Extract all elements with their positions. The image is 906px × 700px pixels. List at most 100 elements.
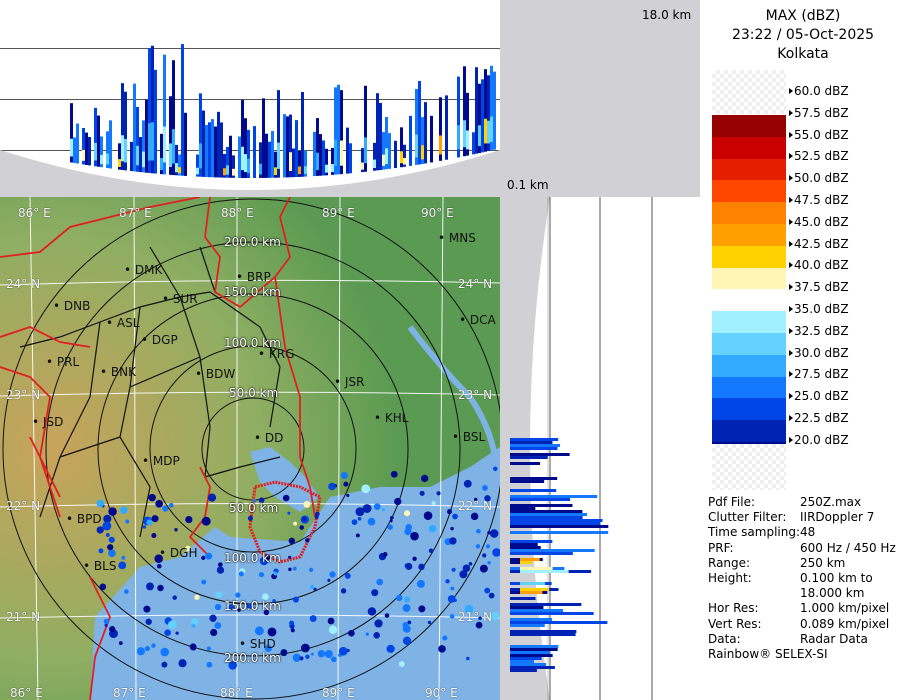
echo-cell — [384, 613, 390, 618]
legend-tick — [789, 306, 793, 312]
city-label: • KRG — [258, 347, 295, 361]
echo-cell — [292, 596, 299, 603]
echo-column — [346, 127, 349, 174]
echo-cell — [357, 516, 362, 521]
echo-column — [121, 83, 124, 171]
legend-swatch — [712, 158, 786, 181]
echo-cell — [154, 554, 163, 563]
echo-row — [510, 456, 548, 459]
echo-column — [109, 120, 112, 169]
city-label: • KHL — [374, 411, 409, 425]
river — [407, 325, 498, 458]
city-label: • BPD — [66, 512, 102, 526]
echo-column — [262, 98, 265, 178]
echo-column — [409, 115, 412, 166]
info-key: Time sampling: — [708, 525, 801, 540]
echo-core — [169, 143, 172, 167]
legend-label: 20.0 dBZ — [794, 432, 849, 447]
echo-cell — [103, 514, 112, 523]
city-label: • BNK — [100, 365, 136, 379]
echo-core — [100, 154, 103, 165]
echo-cell — [451, 567, 456, 572]
city-label: • DGH — [159, 546, 198, 560]
echo-cell — [145, 618, 152, 625]
legend-tick — [789, 88, 793, 94]
sea — [90, 447, 500, 700]
echo-cell — [174, 528, 178, 532]
echo-cell — [475, 621, 483, 629]
radar-echoes — [96, 466, 500, 670]
product-title: MAX (dBZ) — [765, 8, 841, 24]
legend-tick — [789, 284, 793, 291]
echo-column — [364, 85, 367, 172]
echo-column — [475, 67, 478, 154]
echo-column — [472, 132, 475, 155]
echo-column — [373, 142, 376, 171]
echo-cell — [487, 560, 491, 565]
echo-column — [82, 127, 85, 165]
legend-tick — [789, 349, 793, 356]
echo-cell — [214, 622, 222, 629]
echo-cell — [185, 515, 193, 524]
echo-core — [142, 151, 145, 168]
echo-cell — [305, 654, 310, 659]
echo-cell — [125, 519, 130, 524]
echo-cell — [310, 652, 314, 656]
echo-cell — [175, 631, 179, 635]
city-label: • JSR — [334, 375, 365, 389]
echo-cell — [210, 628, 218, 637]
echo-cell — [338, 646, 348, 656]
echo-column — [118, 143, 121, 170]
legend-label: 32.5 dBZ — [794, 323, 849, 338]
echo-cell — [302, 517, 307, 522]
city-label: • BLS — [83, 559, 117, 573]
echo-cell — [234, 604, 238, 608]
legend-label: 35.0 dBZ — [794, 302, 849, 316]
echo-column — [439, 97, 442, 161]
echo-cell — [157, 584, 164, 592]
echo-cell — [445, 579, 450, 584]
echo-column — [244, 118, 247, 178]
ring-label: 50.0 km — [229, 386, 279, 400]
echo-core — [385, 148, 388, 165]
legend-swatch — [712, 245, 786, 268]
lon-label: 86° E — [18, 206, 51, 220]
echo-row — [510, 447, 558, 450]
echo-cell — [288, 567, 292, 572]
echo-column — [463, 66, 466, 157]
echo-row — [510, 630, 577, 633]
echo-cell — [237, 608, 241, 612]
legend-swatch — [712, 289, 786, 312]
echo-cell — [109, 625, 116, 633]
city-label: • DMK — [124, 263, 163, 277]
echo-core — [520, 561, 533, 564]
echo-cell — [146, 582, 154, 591]
echo-cell — [489, 529, 499, 538]
echo-cell — [482, 485, 488, 491]
echo-core — [421, 145, 424, 160]
echo-cell — [464, 604, 474, 614]
echo-cell — [108, 507, 117, 516]
echo-column — [274, 151, 277, 178]
echo-cell — [162, 505, 169, 512]
legend-swatch — [712, 376, 786, 399]
echo-column — [418, 81, 421, 165]
echo-column — [289, 114, 292, 178]
echo-row — [510, 498, 571, 501]
echo-cell — [407, 620, 412, 625]
echo-cell — [146, 519, 153, 526]
echo-core — [520, 588, 550, 591]
city-label: • DNB — [53, 299, 91, 313]
echo-column — [226, 146, 229, 178]
echo-column — [88, 136, 91, 166]
echo-cell — [207, 493, 217, 502]
legend-label: 50.0 dBZ — [794, 171, 849, 186]
echo-cell — [421, 474, 429, 483]
echo-cell — [449, 537, 457, 545]
info-key: Range: — [708, 555, 751, 570]
echo-column — [241, 99, 244, 178]
echo-core — [118, 159, 121, 168]
echo-column — [277, 90, 280, 178]
echo-cell — [403, 510, 411, 517]
echo-core — [361, 162, 364, 170]
